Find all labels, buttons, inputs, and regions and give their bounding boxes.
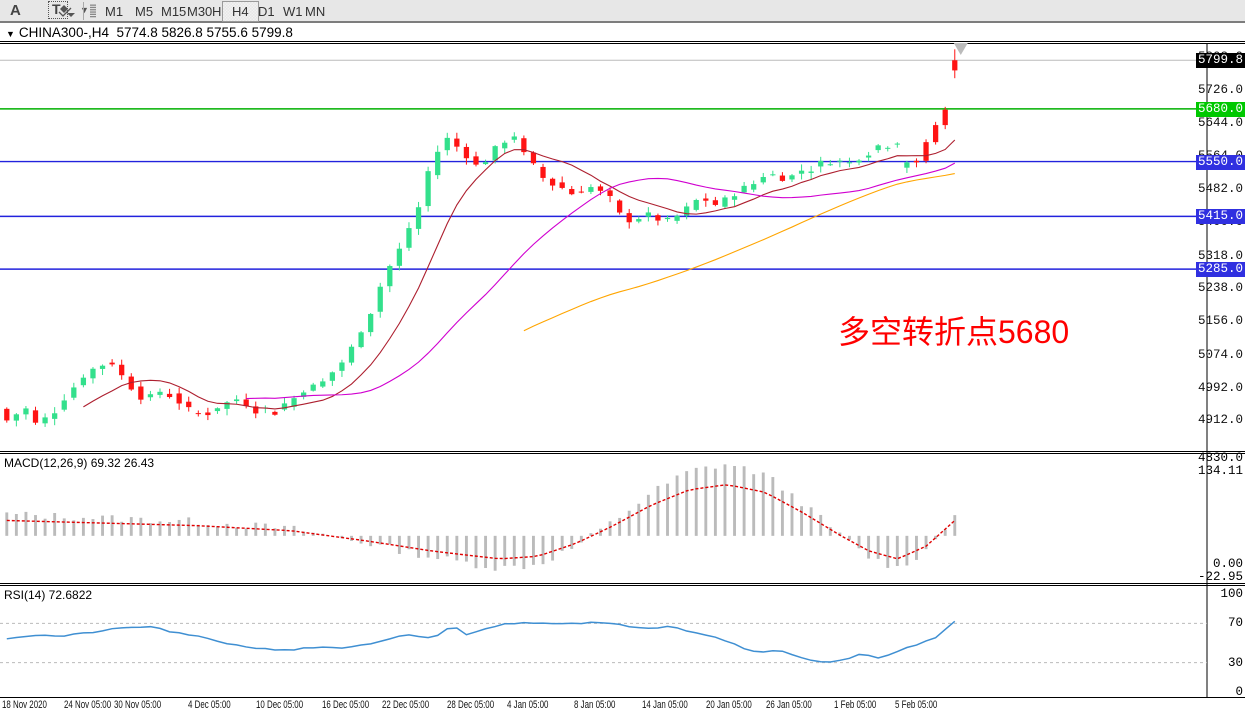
svg-text:多空转折点5680: 多空转折点5680 — [838, 314, 1069, 350]
